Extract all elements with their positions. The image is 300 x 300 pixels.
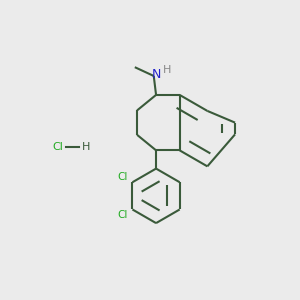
Text: H: H	[163, 65, 171, 75]
Text: Cl: Cl	[52, 142, 63, 152]
Text: N: N	[152, 68, 161, 81]
Text: Cl: Cl	[118, 172, 128, 182]
Text: Cl: Cl	[118, 210, 128, 220]
Text: H: H	[82, 142, 91, 152]
